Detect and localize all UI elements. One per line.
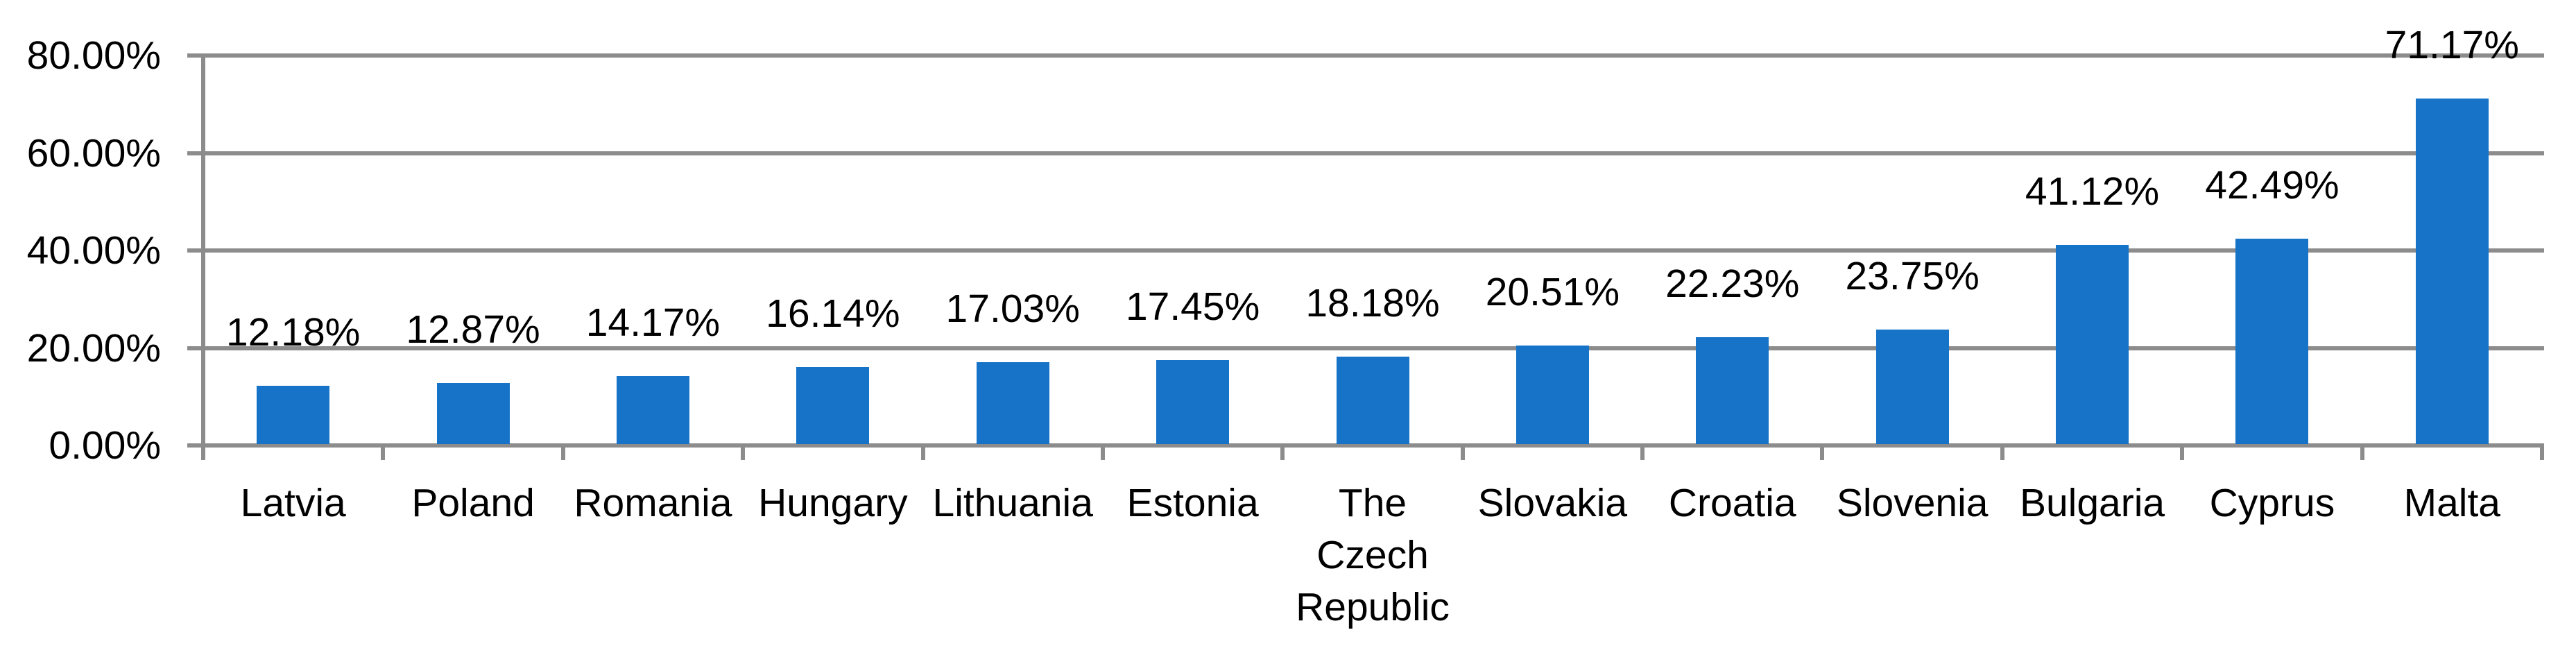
x-axis-tick xyxy=(2000,448,2004,460)
x-axis-tick xyxy=(201,448,205,460)
bar-value-label: 12.18% xyxy=(226,310,361,355)
category-label: Slovakia xyxy=(1477,481,1628,525)
y-axis-line xyxy=(201,53,205,460)
x-axis-tick xyxy=(2360,448,2364,460)
category-label: The Czech Republic xyxy=(1296,481,1450,629)
category-label: Romania xyxy=(574,481,732,525)
x-axis-tick xyxy=(1280,448,1285,460)
bar-value-label: 18.18% xyxy=(1305,281,1440,326)
category-label: Malta xyxy=(2403,481,2500,525)
gridline xyxy=(187,151,2544,155)
bar-slovenia xyxy=(1875,330,1949,444)
category-label: Estonia xyxy=(1126,481,1259,525)
bar-bulgaria xyxy=(2056,245,2129,444)
y-axis-label: 60.00% xyxy=(26,130,161,176)
y-axis-label: 0.00% xyxy=(49,423,161,468)
x-axis-tick xyxy=(2180,448,2185,460)
bar-romania xyxy=(616,376,689,444)
category-label: Hungary xyxy=(758,481,908,525)
bar-value-label: 42.49% xyxy=(2205,162,2339,207)
category-label: Lithuania xyxy=(932,481,1093,525)
bar-latvia xyxy=(257,386,330,444)
bar-cyprus xyxy=(2235,238,2309,444)
bar-value-label: 22.23% xyxy=(1665,261,1800,306)
category-label: Cyprus xyxy=(2209,481,2335,525)
category-label: Croatia xyxy=(1668,481,1796,525)
x-axis-tick xyxy=(1820,448,1825,460)
bar-value-label: 71.17% xyxy=(2385,23,2519,68)
bar-the-czech-republic xyxy=(1336,357,1409,444)
category-label: Latvia xyxy=(240,481,346,525)
bar-estonia xyxy=(1156,360,1230,444)
x-axis-tick xyxy=(1460,448,1465,460)
bar-malta xyxy=(2415,99,2489,444)
bar-poland xyxy=(436,382,510,444)
bar-lithuania xyxy=(976,362,1049,444)
x-axis-tick xyxy=(1640,448,1645,460)
gridline xyxy=(187,346,2544,350)
y-axis-label: 40.00% xyxy=(26,228,161,273)
bar-value-label: 16.14% xyxy=(766,291,900,336)
category-label: Slovenia xyxy=(1836,481,1989,525)
x-axis-tick xyxy=(560,448,565,460)
bar-value-label: 17.45% xyxy=(1125,284,1260,330)
bar-value-label: 23.75% xyxy=(1845,254,1980,299)
x-axis-tick xyxy=(2540,448,2544,460)
x-axis-tick xyxy=(1100,448,1105,460)
bar-value-label: 41.12% xyxy=(2025,169,2160,214)
gridline xyxy=(187,248,2544,253)
bar-croatia xyxy=(1696,337,1769,444)
x-axis-tick xyxy=(741,448,746,460)
bar-value-label: 12.87% xyxy=(406,307,540,352)
bar-value-label: 17.03% xyxy=(945,287,1080,332)
x-axis-tick xyxy=(381,448,386,460)
category-label: Bulgaria xyxy=(2019,481,2165,525)
x-axis-line xyxy=(187,443,2544,448)
x-axis-tick xyxy=(920,448,925,460)
gridline xyxy=(187,53,2544,58)
y-axis-label: 80.00% xyxy=(26,33,161,78)
bar-value-label: 20.51% xyxy=(1485,269,1620,314)
bar-hungary xyxy=(796,366,870,444)
category-label: Poland xyxy=(411,481,535,525)
bar-slovakia xyxy=(1515,345,1589,444)
y-axis-label: 20.00% xyxy=(26,325,161,371)
bar-value-label: 14.17% xyxy=(585,300,721,346)
